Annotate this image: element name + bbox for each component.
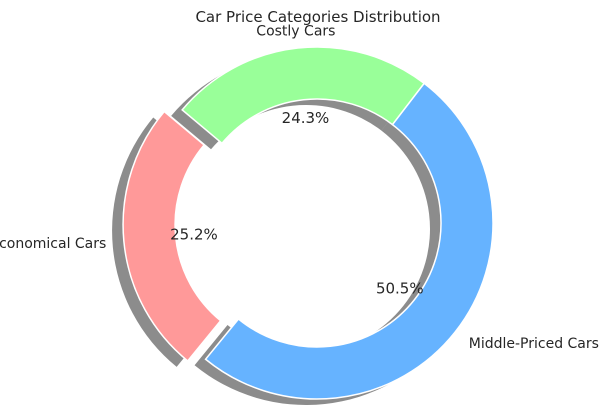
value-label-costly-cars: 24.3% — [282, 109, 330, 127]
slice-economical-cars — [122, 110, 222, 362]
chart-title: Car Price Categories Distribution — [195, 8, 440, 26]
category-label-economical-cars: Economical Cars — [0, 236, 106, 252]
slices — [122, 46, 494, 400]
labels: Economical Cars 25.2% Middle-Priced Cars 50… — [0, 24, 599, 353]
category-label-costly-cars: Costly Cars — [256, 24, 335, 40]
category-label-middle-priced-cars: Middle-Priced Cars — [469, 336, 599, 352]
slice-costly-cars — [181, 46, 426, 145]
slice-middle-priced-cars — [204, 82, 494, 400]
value-label-economical-cars: 25.2% — [170, 226, 218, 244]
value-label-middle-priced-cars: 50.5% — [376, 280, 424, 298]
